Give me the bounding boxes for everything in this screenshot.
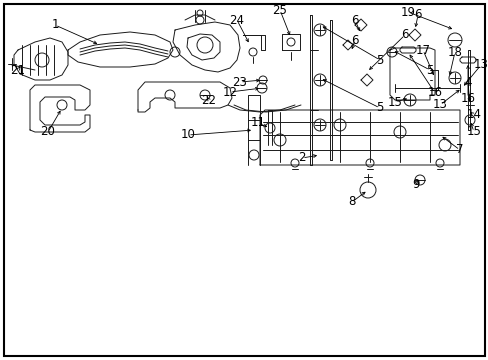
Text: 22: 22 <box>201 94 216 107</box>
Polygon shape <box>260 110 459 165</box>
Text: 13: 13 <box>432 99 447 112</box>
Polygon shape <box>14 38 68 80</box>
Text: 13: 13 <box>472 58 488 72</box>
Polygon shape <box>389 48 434 100</box>
Text: 6: 6 <box>413 9 421 22</box>
Text: 7: 7 <box>455 144 463 157</box>
Text: 6: 6 <box>401 28 408 41</box>
Text: 2: 2 <box>298 152 305 165</box>
Text: 11: 11 <box>250 117 265 130</box>
Text: 5: 5 <box>426 63 433 77</box>
Text: 16: 16 <box>460 91 474 104</box>
Text: 10: 10 <box>180 129 195 141</box>
Text: 17: 17 <box>415 44 429 57</box>
Polygon shape <box>173 22 240 72</box>
Text: 20: 20 <box>41 126 55 139</box>
Text: 4: 4 <box>463 76 471 89</box>
Text: 15: 15 <box>466 126 481 139</box>
Text: 23: 23 <box>232 76 247 89</box>
Text: 9: 9 <box>411 179 419 192</box>
Text: 18: 18 <box>447 45 462 58</box>
Text: 1: 1 <box>51 18 59 31</box>
Text: 8: 8 <box>347 195 355 208</box>
Text: 6: 6 <box>350 33 358 46</box>
Text: 12: 12 <box>222 85 237 99</box>
Text: 5: 5 <box>376 102 383 114</box>
Text: 5: 5 <box>376 54 383 67</box>
Text: 21: 21 <box>10 63 25 77</box>
Polygon shape <box>30 85 90 132</box>
Polygon shape <box>138 82 231 112</box>
Text: 16: 16 <box>427 86 442 99</box>
Text: 15: 15 <box>387 95 402 108</box>
Text: 25: 25 <box>272 4 287 17</box>
Text: 14: 14 <box>466 108 481 121</box>
Text: 24: 24 <box>229 13 244 27</box>
Polygon shape <box>68 32 173 67</box>
Text: 19: 19 <box>400 5 415 18</box>
Text: 6: 6 <box>350 13 358 27</box>
